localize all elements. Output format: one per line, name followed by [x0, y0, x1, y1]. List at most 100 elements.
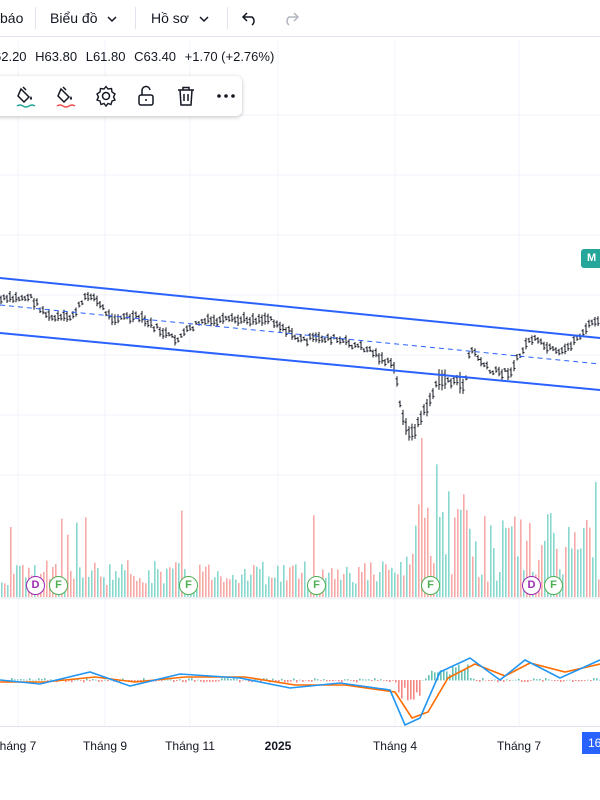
- macd-histogram-bar: [581, 680, 583, 682]
- volume-bar: [178, 563, 180, 597]
- volume-bar: [373, 574, 375, 597]
- macd-histogram-bar: [290, 680, 292, 682]
- unlock-icon[interactable]: [134, 84, 158, 108]
- volume-bar: [208, 564, 210, 597]
- dividend-marker[interactable]: D: [522, 576, 541, 595]
- macd-histogram-bar: [155, 680, 157, 682]
- volume-bar: [526, 540, 528, 597]
- macd-histogram-bar: [167, 679, 169, 681]
- macd-histogram-bar: [224, 678, 226, 681]
- macd-histogram-bar: [530, 680, 532, 681]
- volume-bar: [403, 575, 405, 597]
- volume-bar: [250, 574, 252, 597]
- macd-histogram-bar: [368, 679, 370, 681]
- macd-histogram-bar: [305, 680, 307, 681]
- volume-bar: [235, 579, 237, 597]
- volume-bar: [220, 576, 222, 597]
- volume-bar: [595, 481, 597, 597]
- financial-marker[interactable]: F: [179, 576, 198, 595]
- macd-histogram-bar: [182, 680, 184, 683]
- macd-histogram-bar: [74, 679, 76, 681]
- undo-icon[interactable]: [241, 10, 259, 26]
- financial-marker[interactable]: F: [49, 576, 68, 595]
- price-chart[interactable]: [0, 0, 600, 726]
- redo-icon[interactable]: [282, 10, 300, 26]
- macd-histogram-bar: [554, 680, 556, 682]
- volume-bar: [46, 560, 48, 597]
- macd-histogram-bar: [71, 680, 73, 683]
- macd-histogram-bar: [491, 680, 493, 682]
- trash-icon[interactable]: [174, 84, 198, 108]
- volume-bar: [256, 566, 258, 597]
- volume-bar: [142, 582, 144, 597]
- volume-bar: [286, 580, 288, 597]
- macd-histogram-bar: [434, 672, 436, 681]
- macd-histogram-bar: [206, 680, 208, 682]
- text-color-icon[interactable]: [54, 84, 78, 108]
- volume-bar: [499, 571, 501, 597]
- profile-menu-label: Hồ sơ: [151, 10, 189, 26]
- volume-bar: [181, 510, 183, 597]
- volume-bar: [421, 438, 423, 597]
- volume-bar: [16, 565, 18, 597]
- volume-bar: [298, 578, 300, 597]
- volume-bar: [370, 562, 372, 597]
- time-tick: 2025: [264, 739, 292, 753]
- volume-bar: [568, 526, 570, 597]
- volume-bar: [247, 580, 249, 597]
- volume-bar: [439, 516, 441, 597]
- volume-bar: [217, 571, 219, 597]
- macd-histogram-bar: [89, 680, 91, 682]
- macd-histogram-bar: [143, 678, 145, 681]
- macd-histogram-bar: [494, 679, 496, 681]
- volume-bar: [85, 517, 87, 597]
- macd-histogram-bar: [227, 678, 229, 681]
- volume-bar: [484, 516, 486, 597]
- macd-histogram-bar: [374, 678, 376, 681]
- volume-bar: [145, 583, 147, 597]
- macd-histogram-bar: [488, 680, 490, 681]
- volume-bar: [292, 565, 294, 597]
- volume-bar: [148, 570, 150, 597]
- macd-histogram-bar: [242, 680, 244, 681]
- macd-histogram-bar: [176, 680, 178, 682]
- macd-histogram-bar: [284, 680, 286, 683]
- macd-histogram-bar: [380, 679, 382, 681]
- macd-histogram-bar: [134, 680, 136, 682]
- profile-menu[interactable]: Hồ sơ: [151, 0, 209, 36]
- macd-histogram-bar: [35, 679, 37, 681]
- volume-bar: [406, 556, 408, 597]
- financial-marker[interactable]: F: [307, 576, 326, 595]
- volume-bar: [547, 514, 549, 597]
- settings-icon[interactable]: [94, 84, 118, 108]
- partial-menu-item[interactable]: báo: [0, 10, 24, 26]
- chart-menu[interactable]: Biểu đồ: [50, 0, 117, 36]
- macd-histogram-bar: [65, 680, 67, 683]
- volume-bar: [7, 584, 9, 597]
- volume-bar: [514, 516, 516, 597]
- volume-bar: [553, 532, 555, 597]
- volume-bar: [25, 577, 27, 597]
- volume-bar: [226, 578, 228, 597]
- volume-bar: [589, 527, 591, 597]
- more-icon[interactable]: [214, 84, 238, 108]
- macd-histogram-bar: [512, 679, 514, 681]
- financial-marker[interactable]: F: [421, 576, 440, 595]
- crosshair-date-tag: 16: [582, 732, 600, 754]
- top-toolbar: báo Biểu đồ Hồ sơ: [0, 0, 600, 37]
- fill-color-icon[interactable]: [14, 84, 38, 108]
- macd-histogram-bar: [164, 679, 166, 681]
- macd-histogram-bar: [377, 680, 379, 682]
- dividend-marker[interactable]: D: [26, 576, 45, 595]
- time-axis[interactable]: háng 7 Tháng 9 Tháng 11 2025 Tháng 4 Thá…: [0, 726, 600, 767]
- volume-bar: [127, 560, 129, 597]
- chevron-down-icon: [199, 16, 209, 23]
- macd-histogram-bar: [569, 679, 571, 681]
- volume-bar: [355, 583, 357, 597]
- financial-marker[interactable]: F: [544, 576, 563, 595]
- macd-histogram-bar: [161, 680, 163, 682]
- macd-histogram-bar: [68, 680, 70, 682]
- macd-histogram-bar: [275, 680, 277, 682]
- macd-histogram-bar: [500, 680, 502, 682]
- macd-histogram-bar: [359, 678, 361, 681]
